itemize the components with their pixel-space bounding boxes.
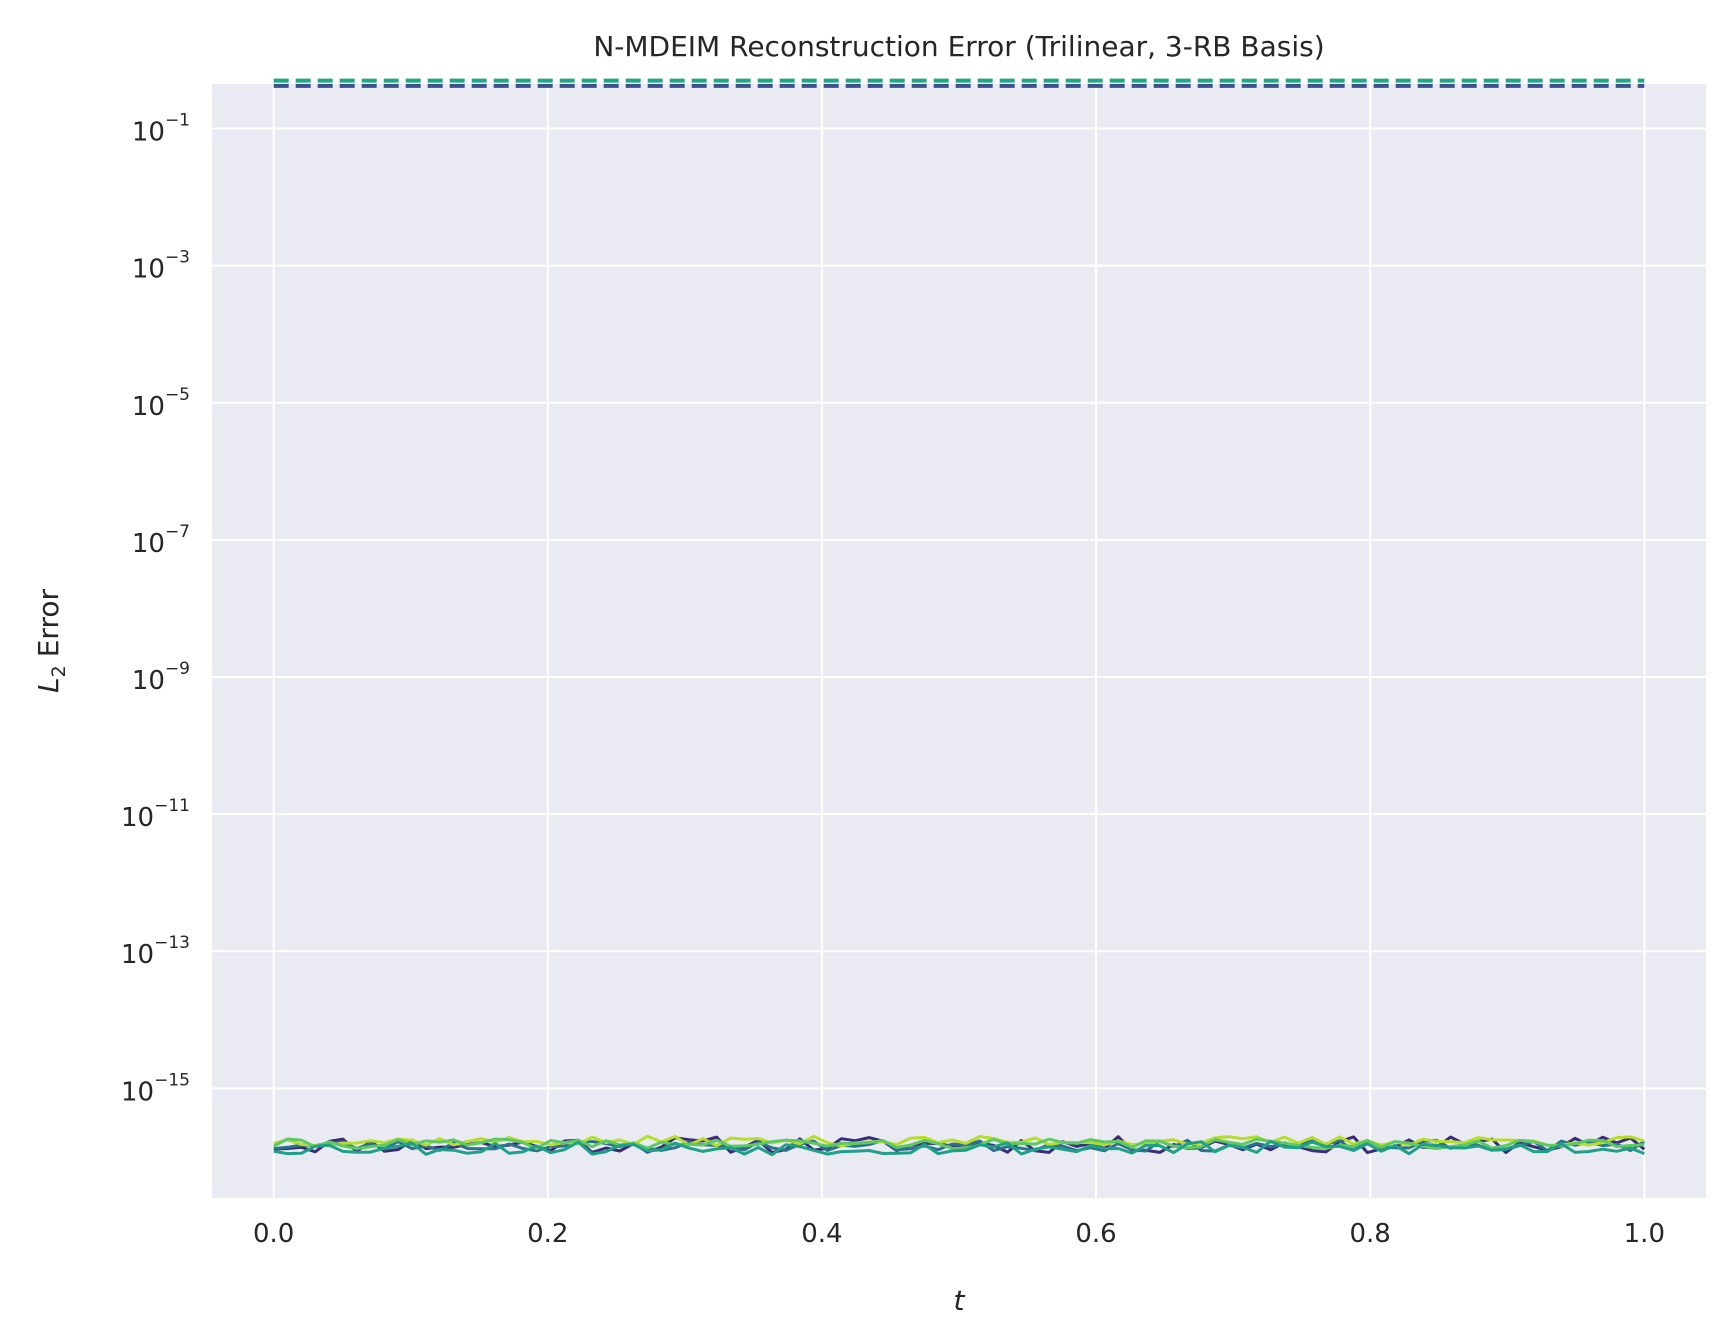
y-tick-exponent: −5 bbox=[165, 385, 190, 405]
y-axis-label-symbol: L bbox=[32, 677, 65, 693]
chart-title: N-MDEIM Reconstruction Error (Trilinear,… bbox=[593, 30, 1324, 63]
y-tick-exponent: −15 bbox=[154, 1070, 190, 1090]
y-axis-label-subscript: 2 bbox=[48, 665, 70, 677]
y-tick-label: 10−7 bbox=[132, 522, 190, 559]
y-tick-label: 10−13 bbox=[121, 933, 190, 970]
y-tick-label: 10−15 bbox=[121, 1070, 190, 1107]
y-tick-base: 10 bbox=[132, 529, 165, 559]
y-tick-exponent: −1 bbox=[165, 111, 190, 131]
y-tick-base: 10 bbox=[132, 392, 165, 422]
series-lines bbox=[273, 78, 1646, 1157]
x-axis-label: t bbox=[954, 1284, 966, 1317]
y-tick-base: 10 bbox=[132, 666, 165, 696]
x-tick-label: 1.0 bbox=[1624, 1219, 1665, 1249]
x-tick-label: 0.4 bbox=[801, 1219, 842, 1249]
y-tick-exponent: −13 bbox=[154, 933, 190, 953]
y-tick-label: 10−9 bbox=[132, 659, 190, 696]
solid-series-line bbox=[273, 1139, 1645, 1157]
y-axis-label: L2 Error bbox=[32, 589, 70, 693]
y-tick-label: 10−1 bbox=[132, 111, 190, 148]
y-tick-label: 10−5 bbox=[132, 385, 190, 422]
y-tick-base: 10 bbox=[121, 940, 154, 970]
x-tick-label: 0.2 bbox=[527, 1219, 568, 1249]
y-tick-exponent: −11 bbox=[154, 796, 190, 816]
plot-background bbox=[212, 84, 1706, 1198]
y-tick-base: 10 bbox=[132, 255, 165, 285]
y-axis-label-text: Error bbox=[32, 589, 65, 658]
y-tick-label: 10−3 bbox=[132, 248, 190, 285]
solid-series-line bbox=[273, 1137, 1645, 1151]
x-tick-label: 0.6 bbox=[1075, 1219, 1116, 1249]
x-tick-label: 0.8 bbox=[1350, 1219, 1391, 1249]
y-tick-base: 10 bbox=[121, 1077, 154, 1107]
y-tick-exponent: −7 bbox=[165, 522, 190, 542]
grid-lines bbox=[212, 84, 1706, 1198]
y-tick-exponent: −3 bbox=[165, 248, 190, 268]
y-tick-exponent: −9 bbox=[165, 659, 190, 679]
y-tick-base: 10 bbox=[121, 803, 154, 833]
x-tick-labels: 0.0 0.2 0.4 0.6 0.8 1.0 bbox=[253, 1219, 1665, 1249]
y-tick-label: 10−11 bbox=[121, 796, 190, 833]
y-tick-base: 10 bbox=[132, 118, 165, 148]
x-tick-label: 0.0 bbox=[253, 1219, 294, 1249]
